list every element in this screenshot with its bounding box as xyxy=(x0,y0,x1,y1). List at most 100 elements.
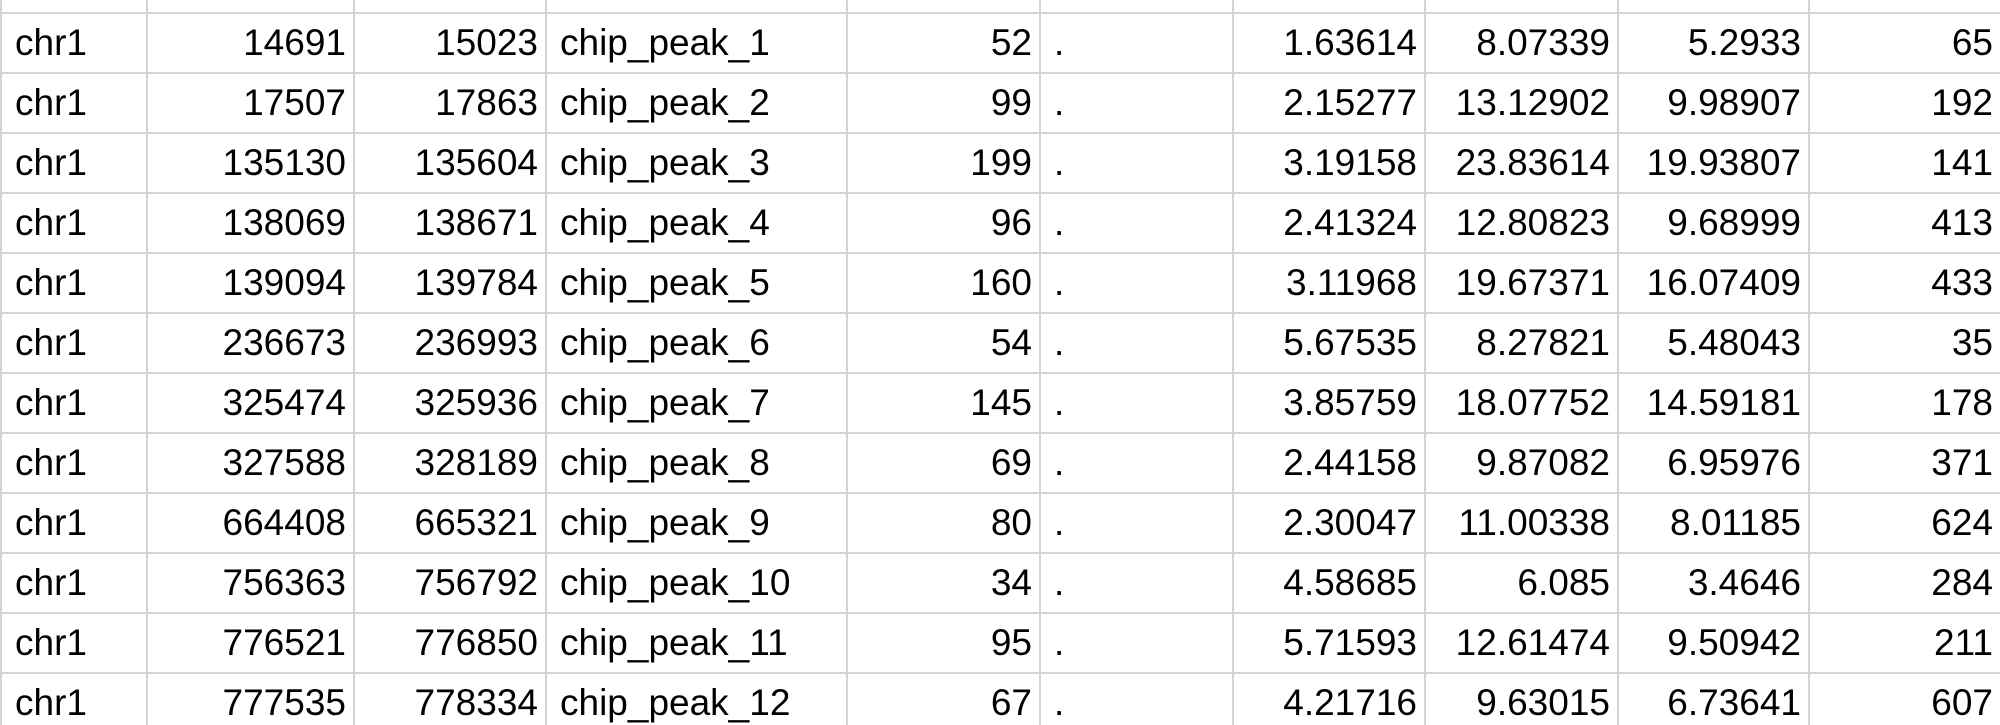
cell[interactable]: 138671 xyxy=(353,192,547,254)
cell[interactable]: 141 xyxy=(1808,132,2000,194)
cell[interactable]: . xyxy=(1039,132,1234,194)
cell[interactable]: 624 xyxy=(1808,492,2000,554)
cell[interactable]: 6.95976 xyxy=(1617,432,1810,494)
cell[interactable]: chip_peak_10 xyxy=(545,552,848,614)
cell[interactable]: chip_peak_2 xyxy=(545,72,848,134)
cell[interactable]: 284 xyxy=(1808,552,2000,614)
cell[interactable]: 5.48043 xyxy=(1617,312,1810,374)
cell[interactable]: 211 xyxy=(1808,612,2000,674)
cell[interactable]: 16.07409 xyxy=(1617,252,1810,314)
cell[interactable]: chip_peak_3 xyxy=(545,132,848,194)
cell[interactable]: 199 xyxy=(846,132,1041,194)
cell[interactable]: 17863 xyxy=(353,72,547,134)
cell[interactable]: chip_peak_12 xyxy=(545,672,848,725)
cell[interactable]: 80 xyxy=(846,492,1041,554)
cell[interactable]: 433 xyxy=(1808,252,2000,314)
cell[interactable] xyxy=(353,0,547,14)
cell[interactable]: 325474 xyxy=(146,372,355,434)
cell[interactable]: 1.63614 xyxy=(1232,12,1426,74)
cell[interactable]: 9.98907 xyxy=(1617,72,1810,134)
cell[interactable]: . xyxy=(1039,12,1234,74)
cell[interactable]: 9.63015 xyxy=(1424,672,1619,725)
cell[interactable]: . xyxy=(1039,552,1234,614)
cell[interactable] xyxy=(0,0,148,14)
cell[interactable]: 5.2933 xyxy=(1617,12,1810,74)
cell[interactable] xyxy=(1617,0,1810,14)
cell[interactable]: 34 xyxy=(846,552,1041,614)
cell[interactable]: 65 xyxy=(1808,12,2000,74)
cell[interactable]: 11.00338 xyxy=(1424,492,1619,554)
cell[interactable] xyxy=(1039,0,1234,14)
cell[interactable]: chip_peak_6 xyxy=(545,312,848,374)
cell[interactable] xyxy=(846,0,1041,14)
cell[interactable]: 2.30047 xyxy=(1232,492,1426,554)
cell[interactable]: chip_peak_5 xyxy=(545,252,848,314)
cell[interactable]: 12.80823 xyxy=(1424,192,1619,254)
cell[interactable]: 135604 xyxy=(353,132,547,194)
cell[interactable]: . xyxy=(1039,252,1234,314)
cell[interactable]: 325936 xyxy=(353,372,547,434)
cell[interactable]: 192 xyxy=(1808,72,2000,134)
cell[interactable] xyxy=(1232,0,1426,14)
cell[interactable]: 5.71593 xyxy=(1232,612,1426,674)
cell[interactable]: 607 xyxy=(1808,672,2000,725)
cell[interactable]: chr1 xyxy=(0,312,148,374)
cell[interactable]: 135130 xyxy=(146,132,355,194)
cell[interactable]: 13.12902 xyxy=(1424,72,1619,134)
cell[interactable] xyxy=(146,0,355,14)
cell[interactable]: 756792 xyxy=(353,552,547,614)
cell[interactable]: 6.085 xyxy=(1424,552,1619,614)
cell[interactable]: 17507 xyxy=(146,72,355,134)
cell[interactable]: 96 xyxy=(846,192,1041,254)
cell[interactable]: 3.4646 xyxy=(1617,552,1810,614)
cell[interactable]: 756363 xyxy=(146,552,355,614)
cell[interactable]: . xyxy=(1039,192,1234,254)
cell[interactable]: 9.87082 xyxy=(1424,432,1619,494)
cell[interactable]: 328189 xyxy=(353,432,547,494)
cell[interactable]: . xyxy=(1039,612,1234,674)
cell[interactable]: chr1 xyxy=(0,192,148,254)
cell[interactable] xyxy=(1424,0,1619,14)
cell[interactable]: chr1 xyxy=(0,492,148,554)
cell[interactable]: chr1 xyxy=(0,612,148,674)
cell[interactable]: 665321 xyxy=(353,492,547,554)
cell[interactable]: 139784 xyxy=(353,252,547,314)
cell[interactable]: 67 xyxy=(846,672,1041,725)
cell[interactable]: 413 xyxy=(1808,192,2000,254)
cell[interactable]: 35 xyxy=(1808,312,2000,374)
cell[interactable]: 778334 xyxy=(353,672,547,725)
cell[interactable]: . xyxy=(1039,372,1234,434)
cell[interactable]: 327588 xyxy=(146,432,355,494)
cell[interactable]: 236673 xyxy=(146,312,355,374)
cell[interactable]: 8.27821 xyxy=(1424,312,1619,374)
cell[interactable]: 2.44158 xyxy=(1232,432,1426,494)
cell[interactable]: 52 xyxy=(846,12,1041,74)
cell[interactable]: 4.58685 xyxy=(1232,552,1426,614)
cell[interactable]: 95 xyxy=(846,612,1041,674)
cell[interactable]: chr1 xyxy=(0,552,148,614)
cell[interactable]: 371 xyxy=(1808,432,2000,494)
cell[interactable]: 12.61474 xyxy=(1424,612,1619,674)
cell[interactable]: 99 xyxy=(846,72,1041,134)
cell[interactable]: 236993 xyxy=(353,312,547,374)
cell[interactable]: 14.59181 xyxy=(1617,372,1810,434)
cell[interactable]: chr1 xyxy=(0,132,148,194)
cell[interactable]: . xyxy=(1039,672,1234,725)
cell[interactable]: 6.73641 xyxy=(1617,672,1810,725)
cell[interactable]: 9.68999 xyxy=(1617,192,1810,254)
cell[interactable]: 145 xyxy=(846,372,1041,434)
cell[interactable]: . xyxy=(1039,492,1234,554)
cell[interactable]: 178 xyxy=(1808,372,2000,434)
cell[interactable]: 776850 xyxy=(353,612,547,674)
cell[interactable]: 9.50942 xyxy=(1617,612,1810,674)
cell[interactable]: . xyxy=(1039,432,1234,494)
cell[interactable]: . xyxy=(1039,312,1234,374)
cell[interactable]: 3.19158 xyxy=(1232,132,1426,194)
cell[interactable]: 18.07752 xyxy=(1424,372,1619,434)
cell[interactable]: 8.01185 xyxy=(1617,492,1810,554)
cell[interactable] xyxy=(545,0,848,14)
cell[interactable]: 3.11968 xyxy=(1232,252,1426,314)
cell[interactable]: 23.83614 xyxy=(1424,132,1619,194)
cell[interactable]: 69 xyxy=(846,432,1041,494)
cell[interactable]: 3.85759 xyxy=(1232,372,1426,434)
